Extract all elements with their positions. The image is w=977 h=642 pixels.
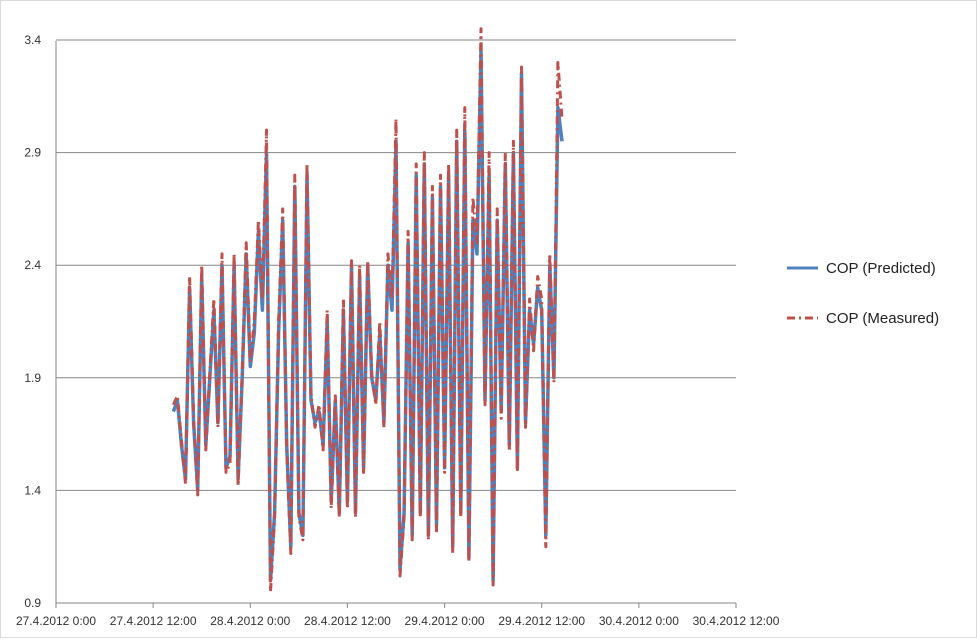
series-lines [171, 27, 564, 594]
y-tick-label: 2.9 [24, 146, 41, 160]
x-tick-label: 30.4.2012 0:00 [599, 614, 679, 628]
y-tick-label: 1.4 [24, 483, 41, 497]
x-tick-label: 30.4.2012 12:00 [693, 614, 780, 628]
legend: COP (Predicted) COP (Measured) [787, 260, 939, 327]
legend-label-predicted: COP (Predicted) [826, 260, 936, 277]
y-tick-labels: 0.9 1.4 1.9 2.4 2.9 3.4 [24, 33, 41, 610]
axes [55, 41, 736, 604]
x-tick-label: 28.4.2012 12:00 [304, 614, 391, 628]
y-tick-label: 3.4 [24, 33, 41, 47]
x-tick-label: 27.4.2012 12:00 [110, 614, 197, 628]
legend-label-measured: COP (Measured) [826, 310, 939, 327]
x-tick-label: 29.4.2012 0:00 [405, 614, 485, 628]
y-tick-label: 0.9 [24, 596, 41, 610]
y-tick-label: 2.4 [24, 258, 41, 272]
series-measured-line [172, 27, 564, 594]
y-tick-label: 1.9 [24, 371, 41, 385]
x-tick-labels: 27.4.2012 0:00 27.4.2012 12:00 28.4.2012 0… [16, 603, 780, 628]
x-tick-label: 29.4.2012 12:00 [498, 614, 585, 628]
x-tick-label: 27.4.2012 0:00 [16, 614, 96, 628]
x-tick-label: 28.4.2012 0:00 [210, 614, 290, 628]
